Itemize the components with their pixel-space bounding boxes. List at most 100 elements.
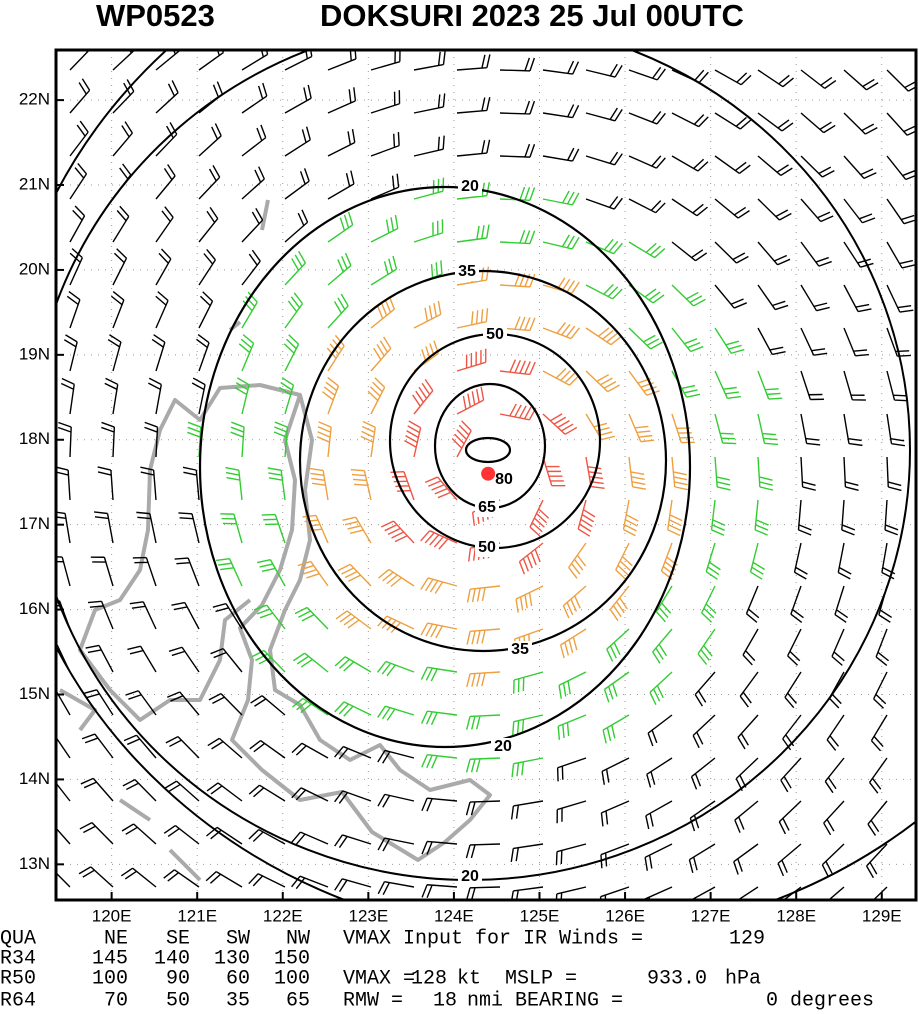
wind-barb xyxy=(645,800,673,830)
wind-barb xyxy=(90,556,114,587)
wind-barb xyxy=(327,87,357,114)
wind-barb xyxy=(671,284,706,307)
wind-barb xyxy=(557,714,587,740)
contour-label-bg xyxy=(508,641,532,659)
contour-label: 35 xyxy=(511,641,529,658)
wind-barb xyxy=(327,170,355,200)
wind-barb xyxy=(424,476,458,501)
wind-barb xyxy=(628,370,660,396)
table-header: SE xyxy=(166,927,190,950)
wind-barb xyxy=(628,456,647,490)
wind-barb xyxy=(56,827,71,845)
wind-barb xyxy=(823,800,845,836)
x-tick-label: 126E xyxy=(605,906,645,925)
wind-barb xyxy=(512,714,544,736)
wind-barb xyxy=(499,272,536,288)
wind-barb xyxy=(688,843,716,874)
contour-label-bg xyxy=(491,738,515,756)
wind-barb xyxy=(499,57,536,72)
wind-barb xyxy=(800,284,830,312)
wind-barb xyxy=(499,403,537,421)
wind-barb xyxy=(370,132,400,157)
wind-barb xyxy=(881,542,896,580)
info-value: 18 xyxy=(433,989,457,1012)
wind-barb xyxy=(123,734,157,759)
wind-barb xyxy=(465,843,501,859)
wind-barb xyxy=(735,757,759,792)
wind-barb xyxy=(155,248,172,286)
wind-barb xyxy=(466,585,501,603)
table-cell: R34 xyxy=(0,947,36,970)
table-cell: 145 xyxy=(92,947,128,970)
wind-barb xyxy=(734,800,759,833)
wind-barb xyxy=(163,869,200,888)
wind-barb xyxy=(793,542,808,580)
contour-label: 65 xyxy=(478,499,496,516)
wind-barb xyxy=(585,107,623,122)
wind-barb xyxy=(714,241,749,264)
wind-barb xyxy=(132,556,157,587)
wind-barb xyxy=(129,601,157,630)
wind-barb xyxy=(800,112,836,134)
wind-barb xyxy=(886,69,916,92)
wind-barb xyxy=(824,757,845,794)
wind-barb xyxy=(322,377,340,415)
y-tick-label: 19N xyxy=(19,344,50,363)
wind-barb xyxy=(757,112,794,132)
y-tick-label: 17N xyxy=(19,514,50,533)
wind-barb xyxy=(800,155,835,178)
wind-barb xyxy=(542,277,580,295)
wind-barb xyxy=(378,568,415,587)
wind-barb xyxy=(542,234,580,250)
info-unit: nmi xyxy=(467,989,503,1012)
wind-barb xyxy=(421,840,458,855)
wind-barb xyxy=(499,230,536,245)
wind-barb xyxy=(421,754,458,769)
wind-barb xyxy=(198,165,221,200)
wind-barb xyxy=(843,112,878,135)
wind-barb xyxy=(404,420,422,458)
wind-barb xyxy=(421,797,458,812)
wind-barb xyxy=(413,340,439,372)
wind-barb xyxy=(261,513,286,544)
wind-barb xyxy=(714,456,731,491)
wind-barb xyxy=(208,692,243,716)
wind-barb xyxy=(165,735,200,759)
wind-barb xyxy=(83,689,114,716)
wind-barb xyxy=(671,413,695,444)
y-tick-label: 21N xyxy=(19,174,50,193)
info-label: RMW = xyxy=(343,989,403,1012)
wind-barb xyxy=(843,327,869,357)
wind-barb xyxy=(127,645,157,673)
wind-barb xyxy=(671,241,708,262)
wind-barb xyxy=(215,558,243,587)
wind-barb xyxy=(884,499,899,536)
wind-barb xyxy=(241,82,268,114)
table-cell: 150 xyxy=(274,947,310,970)
wind-barb xyxy=(689,800,716,832)
wind-barb xyxy=(191,377,206,415)
table-cell: 140 xyxy=(154,947,190,970)
wind-barb xyxy=(831,628,845,666)
wind-barb xyxy=(465,800,501,816)
wind-barb xyxy=(745,585,760,623)
wind-barb xyxy=(327,128,356,157)
wind-barb xyxy=(870,714,888,752)
info-label: VMAX Input for IR Winds = xyxy=(343,927,643,950)
y-tick-label: 16N xyxy=(19,599,50,618)
info-value: 933.0 xyxy=(647,967,707,990)
wind-barb xyxy=(606,628,630,662)
wind-barb xyxy=(843,69,879,91)
contour-label-bg xyxy=(458,868,482,886)
x-tick-label: 129E xyxy=(862,906,902,925)
wind-barb xyxy=(736,886,759,900)
wind-barb xyxy=(886,284,914,313)
wind-barb xyxy=(125,690,157,716)
wind-barb xyxy=(205,871,243,888)
wind-barb xyxy=(671,112,709,128)
wind-barb xyxy=(249,739,286,759)
info-label: MSLP = xyxy=(505,967,577,990)
wind-barb xyxy=(101,421,116,458)
wind-barb xyxy=(334,878,372,892)
wind-barb xyxy=(826,714,845,751)
